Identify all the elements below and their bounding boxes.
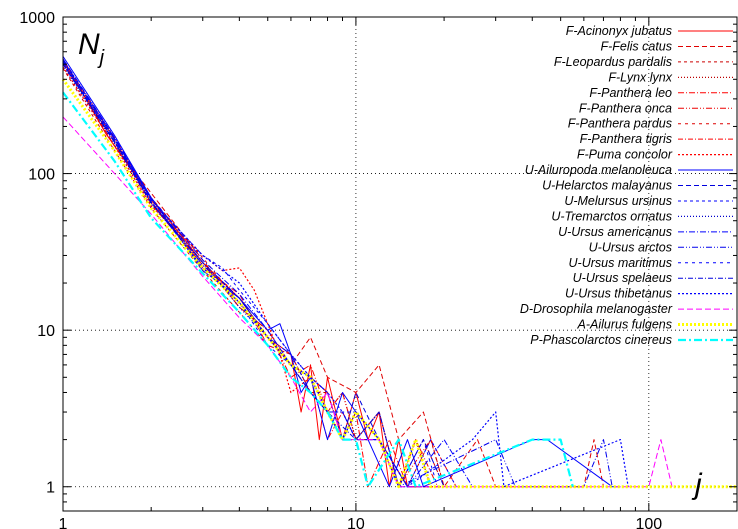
series-line-5 [62,62,439,488]
legend-label-9: U-Ailuropoda melanoleuca [525,163,672,177]
y-tick-label-1: 10 [37,323,55,340]
y-axis-label-subscript: j [97,47,105,69]
legend-label-0: F-Acinonyx jubatus [566,24,672,38]
legend-label-13: U-Ursus americanus [558,225,672,239]
y-tick-label-2: 100 [28,167,55,184]
series-line-12 [62,65,416,488]
legend-label-14: U-Ursus arctos [589,240,672,254]
legend-label-3: F-Lynx lynx [608,70,672,84]
y-tick-label-3: 1000 [19,10,55,27]
x-tick-label-0: 1 [59,516,68,529]
legend-label-8: F-Puma concolor [577,148,673,162]
data-series [61,56,737,489]
legend-label-1: F-Felis catus [600,39,672,53]
series-line-17 [62,61,629,488]
legend-label-18: D-Drosophila melanogaster [520,302,673,316]
legend-label-19: A-Ailurus fulgens [577,318,673,332]
legend-label-5: F-Panthera onca [579,101,672,115]
y-axis-label: Nj [78,28,105,69]
y-axis-label-main: N [78,28,100,61]
legend-label-15: U-Ursus maritimus [569,256,672,270]
legend-label-20: P-Phascolarctos cinereus [530,333,672,347]
legend-label-11: U-Melursus ursinus [564,194,672,208]
y-tick-label-0: 1 [46,480,55,497]
legend-label-12: U-Tremarctos ornatus [551,209,672,223]
legend-label-2: F-Leopardus pardalis [554,55,672,69]
legend-label-17: U-Ursus thibetanus [565,287,672,301]
legend-label-4: F-Panthera leo [589,86,672,100]
series-line-19 [61,78,737,489]
x-tick-label-2: 100 [635,516,662,529]
legend-label-16: U-Ursus spelaeus [573,271,672,285]
legend-label-10: U-Helarctos malayanus [542,179,672,193]
series-line-20 [62,91,574,488]
x-tick-label-1: 10 [347,516,365,529]
legend-label-6: F-Panthera pardus [568,117,672,131]
plot-frame [62,16,738,512]
axis-ticks: 1 10 100 1 10 100 1000 [19,10,738,529]
series-line-16 [62,63,431,488]
legend-label-7: F-Panthera tigris [580,132,672,146]
